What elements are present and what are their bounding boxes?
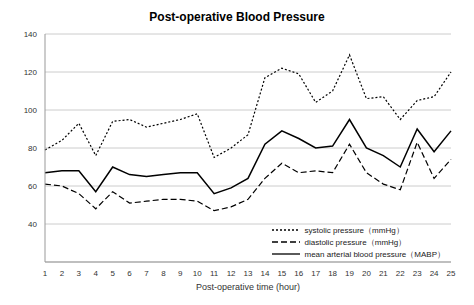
- svg-text:80: 80: [28, 144, 37, 153]
- html-text:diastolic pressure（mmHg）: diastolic pressure（mmHg）: [304, 237, 407, 247]
- svg-text:22: 22: [396, 269, 405, 278]
- svg-text:25: 25: [447, 269, 456, 278]
- svg-text:60: 60: [28, 182, 37, 191]
- svg-text:16: 16: [294, 269, 303, 278]
- svg-text:100: 100: [24, 106, 38, 115]
- svg-text:1: 1: [43, 269, 48, 278]
- svg-text:15: 15: [277, 269, 286, 278]
- svg-text:120: 120: [24, 68, 38, 77]
- svg-text:2: 2: [60, 269, 65, 278]
- svg-text:7: 7: [144, 269, 149, 278]
- svg-text:13: 13: [244, 269, 253, 278]
- html-text:mean arterial blood pressure（M: mean arterial blood pressure（MABP）: [304, 249, 445, 259]
- svg-text:40: 40: [28, 220, 37, 229]
- svg-text:3: 3: [77, 269, 82, 278]
- svg-text:23: 23: [413, 269, 422, 278]
- svg-text:10: 10: [193, 269, 202, 278]
- svg-text:18: 18: [328, 269, 337, 278]
- svg-text:12: 12: [227, 269, 236, 278]
- html-text:systolic pressure（mmHg）: systolic pressure（mmHg）: [304, 225, 404, 235]
- svg-text:11: 11: [210, 269, 219, 278]
- svg-text:5: 5: [110, 269, 115, 278]
- svg-text:Post-operative time (hour): Post-operative time (hour): [196, 282, 300, 292]
- svg-text:19: 19: [345, 269, 354, 278]
- svg-text:4: 4: [94, 269, 99, 278]
- svg-text:6: 6: [127, 269, 132, 278]
- svg-text:17: 17: [311, 269, 320, 278]
- svg-text:24: 24: [430, 269, 439, 278]
- svg-text:9: 9: [178, 269, 183, 278]
- html-text:Post-operative Blood Pressure: Post-operative Blood Pressure: [149, 10, 325, 24]
- svg-text:20: 20: [362, 269, 371, 278]
- svg-text:14: 14: [260, 269, 269, 278]
- svg-text:21: 21: [379, 269, 388, 278]
- svg-text:140: 140: [24, 30, 38, 39]
- svg-text:8: 8: [161, 269, 166, 278]
